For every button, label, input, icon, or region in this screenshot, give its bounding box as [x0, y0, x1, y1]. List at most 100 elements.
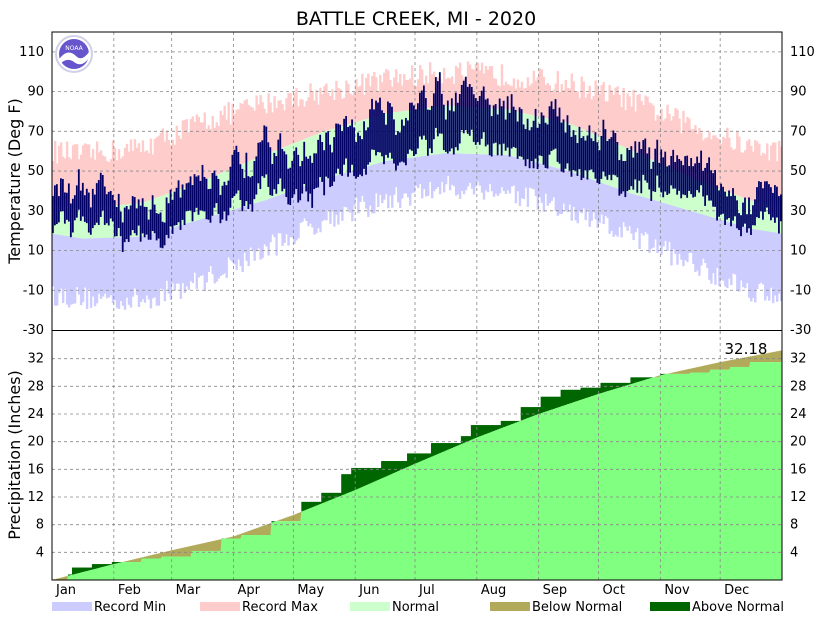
record-max-bar — [620, 107, 623, 146]
observed-temperature-bar — [476, 100, 479, 143]
below-normal-bar — [756, 355, 759, 363]
month-label: Oct — [603, 583, 625, 598]
observed-temperature-bar — [616, 141, 619, 178]
observed-temperature-bar — [315, 153, 318, 188]
below-normal-bar — [658, 375, 661, 378]
below-normal-bar — [728, 360, 731, 370]
observed-temperature-bar — [552, 109, 555, 150]
month-label: Nov — [664, 583, 690, 598]
observed-temperature-bar — [744, 197, 746, 224]
above-normal-bar — [359, 467, 362, 488]
normal-range-bar — [740, 196, 743, 226]
record-max-bar — [586, 93, 589, 132]
record-max-bar — [245, 99, 248, 163]
record-max-bar — [381, 82, 384, 115]
normal-range-bar — [287, 145, 290, 192]
record-min-bar — [768, 231, 771, 301]
record-min-bar — [480, 154, 484, 193]
record-max-bar — [277, 100, 280, 150]
record-max-bar — [405, 79, 408, 111]
record-min-bar — [63, 235, 67, 289]
record-max-bar — [65, 141, 69, 207]
above-normal-bar — [321, 492, 324, 504]
observed-temperature-bar — [417, 103, 419, 149]
record-max-bar — [762, 152, 765, 203]
observed-temperature-bar — [580, 138, 583, 181]
record-min-bar — [482, 154, 486, 200]
record-min-bar — [295, 189, 298, 241]
record-min-bar — [253, 203, 256, 261]
normal-range-bar — [670, 168, 673, 206]
record-min-bar — [602, 183, 605, 224]
record-max-bar — [331, 89, 334, 129]
record-max-bar — [325, 83, 328, 131]
record-min-bar — [85, 238, 89, 310]
record-max-bar — [219, 110, 222, 174]
record-min-bar — [217, 214, 220, 279]
record-min-bar — [267, 199, 270, 256]
normal-range-bar — [311, 136, 314, 184]
observed-temperature-bar — [774, 185, 776, 223]
observed-temperature-bar — [662, 157, 665, 198]
observed-temperature-bar — [133, 197, 136, 234]
above-normal-bar — [301, 501, 304, 512]
record-max-bar — [105, 160, 109, 207]
record-min-bar — [277, 195, 280, 234]
record-max-bar — [578, 98, 581, 129]
normal-range-bar — [101, 206, 105, 238]
record-min-bar — [556, 168, 560, 216]
precipitation-tick-right: 8 — [790, 518, 798, 533]
record-max-bar — [275, 108, 278, 151]
record-max-bar — [335, 80, 338, 128]
above-normal-bar — [403, 461, 406, 469]
record-min-bar — [702, 214, 705, 259]
observed-temperature-bar — [536, 127, 539, 170]
record-max-bar — [119, 158, 123, 206]
observed-temperature-bar — [610, 137, 613, 181]
observed-temperature-bar — [391, 106, 393, 159]
observed-temperature-bar — [510, 94, 513, 149]
record-max-bar — [179, 138, 183, 190]
above-normal-bar — [85, 567, 89, 572]
below-normal-bar — [263, 525, 266, 536]
record-min-bar — [223, 212, 226, 274]
observed-temperature-bar — [664, 151, 667, 192]
record-min-bar — [460, 153, 464, 191]
below-normal-bar — [183, 547, 187, 557]
record-min-bar — [578, 175, 581, 212]
below-normal-bar — [694, 367, 697, 373]
below-normal-bar — [772, 352, 775, 363]
below-normal-bar — [744, 357, 747, 367]
observed-temperature-bar — [319, 134, 322, 178]
record-min-bar — [532, 161, 536, 190]
record-min-bar — [626, 192, 629, 231]
observed-temperature-bar — [458, 94, 461, 144]
legend-label-above-normal: Above Normal — [692, 600, 784, 615]
observed-temperature-bar — [752, 205, 754, 226]
below-normal-bar — [229, 537, 232, 539]
below-normal-bar — [145, 556, 149, 559]
observed-temperature-bar — [85, 188, 88, 224]
above-normal-bar — [486, 425, 490, 434]
observed-temperature-bar — [418, 92, 421, 137]
observed-temperature-bar — [442, 104, 445, 151]
record-max-bar — [361, 73, 364, 121]
record-min-bar — [554, 167, 558, 212]
above-normal-bar — [363, 467, 366, 487]
observed-temperature-bar — [97, 180, 100, 225]
record-min-bar — [339, 174, 342, 212]
record-max-bar — [207, 125, 210, 179]
below-normal-bar — [672, 372, 675, 374]
record-min-bar — [239, 207, 242, 267]
observed-temperature-bar — [486, 98, 489, 145]
record-max-bar — [652, 105, 655, 161]
below-normal-bar — [213, 540, 216, 551]
above-normal-bar — [444, 443, 448, 451]
record-max-bar — [301, 99, 304, 140]
below-normal-bar — [289, 516, 292, 522]
record-max-bar — [766, 143, 769, 203]
record-min-bar — [281, 194, 284, 246]
normal-range-bar — [85, 208, 89, 239]
above-normal-bar — [612, 382, 615, 390]
